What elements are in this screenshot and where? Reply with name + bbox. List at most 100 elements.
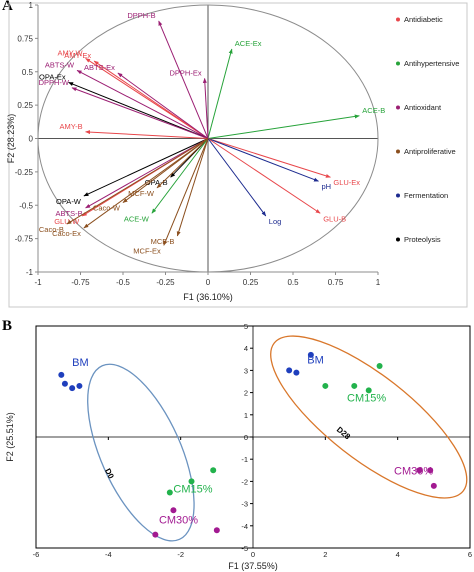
vector-label-mcf-b: MCF-B [151,237,175,246]
point-bm-5 [286,367,293,374]
y-tick-label: -4 [241,522,248,531]
y-tick-label: 3 [244,366,248,375]
legend-label-antioxidant: Antioxidant [404,103,442,112]
vector-abts-ex [117,72,209,139]
y-tick-label: -0.5 [19,201,33,210]
ellipse-d0 [87,363,195,542]
annotation-bm-3: BM [307,355,324,367]
x-axis-label: F1 (37.55%) [228,561,278,571]
vector-label-glu-b: GLU-B [323,214,346,223]
x-tick-label: 1 [376,278,381,287]
y-tick-label: 2 [244,389,248,398]
ellipse-d28 [270,335,468,499]
panel-a-label: A [2,0,13,14]
legend-label-antidiabetic: Antidiabetic [404,15,443,24]
vector-label-ace-ex: ACE-Ex [235,39,262,48]
point-bm-6 [307,351,314,358]
vector-label-log: Log [269,217,282,226]
x-tick-label: -2 [177,550,184,559]
y-tick-label: -1 [26,268,34,277]
vector-caco-b [66,138,209,225]
point-cm15pct-1 [210,467,217,474]
annotation-cm15pct-1: CM15% [173,484,212,496]
x-tick-label: -0.75 [71,278,90,287]
y-tick-label: 0 [244,433,248,442]
x-tick-label: 2 [323,550,327,559]
x-tick-label: -6 [33,550,40,559]
chart-a-frame [8,2,468,308]
y-tick-label: 0 [29,135,34,144]
point-cm15pct-4 [322,382,329,389]
vector-label-amy-b: AMY-B [60,122,83,131]
legend-marker-antihypertensive [396,61,400,66]
vector-label-opa-w: OPA-W [56,197,82,206]
vector-label-dpph-w: DPPH-W [39,78,70,87]
vector-label-abts-b: ABTS-B [56,209,83,218]
x-tick-label: -0.25 [156,278,175,287]
pca-loadings-chart: -1 -0.75 -0.5 -0.25 0 0.25 0.5 0.75 1 1 0.75 0.5 0.2… [6,1,468,308]
y-tick-label: -3 [241,500,248,509]
x-tick-label: 0 [206,278,211,287]
point-cm15pct-6 [365,387,372,394]
y-tick-label: 4 [244,344,248,353]
point-cm15pct-5 [351,382,358,389]
vector-label-abts-w: ABTS-W [45,60,75,69]
y-tick-label: -2 [241,477,248,486]
vector-amy-ex [93,60,209,139]
vector-dpph-b [158,20,209,139]
x-tick-label: -1 [34,278,42,287]
legend-marker-fermentation [396,193,400,198]
vector-label-dpph-b: DPPH-B [127,11,155,20]
legend-marker-proteolysis [396,237,400,242]
point-cm15pct-7 [376,362,383,369]
vector-glu-b [207,138,321,214]
point-cm15pct-2 [188,478,195,485]
legend-marker-antiproliferative [396,149,400,154]
y-tick-label: 1 [29,1,34,10]
x-tick-label: -0.5 [116,278,130,287]
point-bm-1 [58,371,65,378]
annotation-cm30pct-5: CM30% [394,466,433,478]
point-cm30pct-6 [430,482,437,489]
vector-ph [207,138,319,182]
vector-opa-ex [68,81,209,139]
legend-label-antihypertensive: Antihypertensive [404,59,459,68]
y-axis-label: F2 (28.23%) [6,114,16,164]
x-tick-label: 0.25 [243,278,259,287]
y-tick-label: -1 [241,455,248,464]
vector-label-ace-w: ACE-W [124,214,150,223]
y-axis-label: F2 (25.51%) [5,412,15,462]
vector-mcf-ex [163,138,209,246]
vector-dpph-ex [202,77,209,139]
vector-label-dpph-ex: DPPH-Ex [170,68,202,77]
point-cm30pct-4 [416,467,423,474]
vector-caco-ex [83,138,209,229]
vector-label-opa-b: OPA-B [145,178,168,187]
legend-marker-antidiabetic [396,17,400,22]
legend-label-fermentation: Fermentation [404,191,448,200]
x-axis-label: F1 (36.10%) [183,292,233,302]
point-cm30pct-1 [170,507,177,514]
annotation-d0-6: D0 [103,467,116,481]
vector-label-amy-w: AMY-W [57,48,83,57]
y-tick-label: -5 [241,544,248,553]
point-bm-3 [69,385,76,392]
vector-amy-b [85,130,209,139]
y-tick-label: 1 [244,411,248,420]
vector-ace-w [151,138,209,214]
x-tick-label: 0.5 [287,278,299,287]
legend-label-antiproliferative: Antiproliferative [404,147,456,156]
vector-label-glu-ex: GLU-Ex [333,178,360,187]
vector-label-caco-b: Caco-B [39,225,64,234]
vector-log [207,138,267,217]
vector-opa-w [83,138,209,197]
legend-marker-antioxidant [396,105,400,110]
x-tick-label: 6 [468,550,472,559]
vector-ace-ex [207,48,233,139]
vector-glu-ex [207,138,331,178]
point-cm30pct-3 [213,527,220,534]
x-tick-label: 0 [251,550,255,559]
vector-abts-b [85,138,209,209]
vector-ace-b [207,114,360,139]
pca-scores-chart: -6 -4 -2 0 2 4 6 5 4 3 2 1 0 -1 -2 -3 -4 -5 F1 (37.55%) F2 … [5,322,472,571]
